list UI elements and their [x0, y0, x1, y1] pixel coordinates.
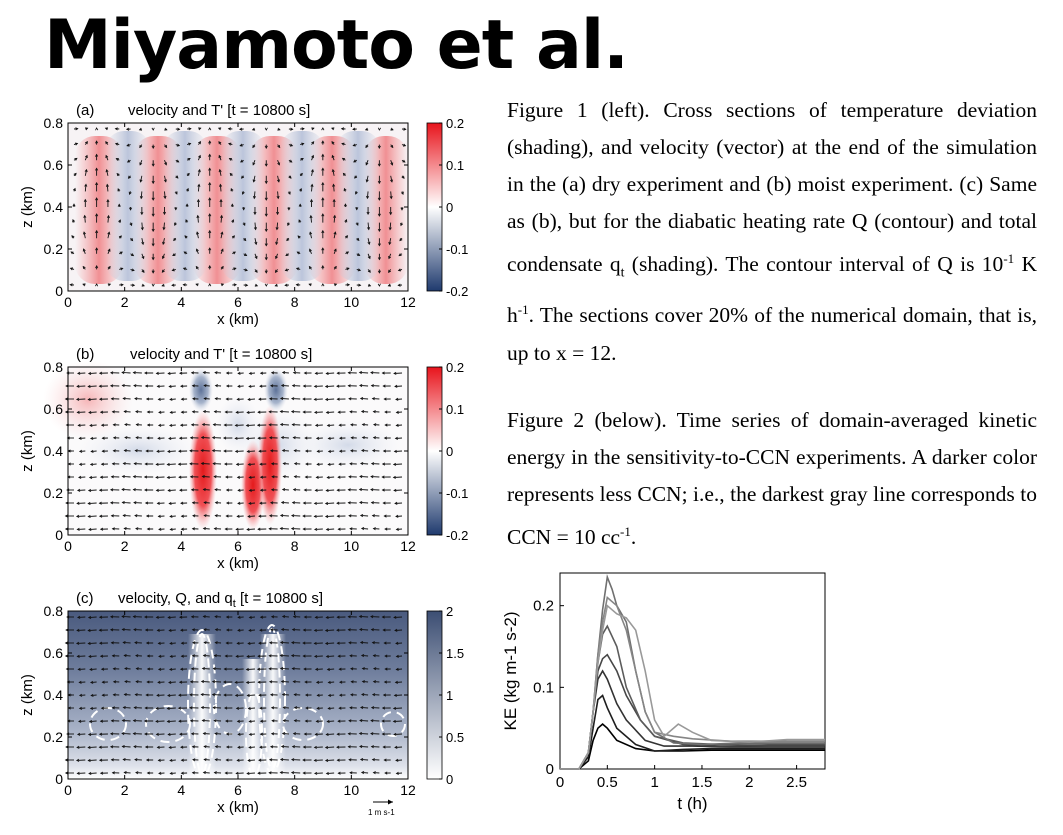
panel-label: (c) — [76, 590, 94, 607]
colorbar-tick-label: -0.1 — [446, 486, 468, 501]
x-tick-label: 0.5 — [597, 774, 618, 791]
y-tick-label: 0.4 — [44, 687, 64, 703]
x-tick-label: 0 — [64, 538, 72, 554]
y-tick-label: 0.2 — [533, 598, 554, 615]
colorbar-tick-label: -0.2 — [446, 284, 468, 299]
colorbar-tick-label: -0.2 — [446, 528, 468, 543]
y-tick-label: 0.6 — [44, 157, 64, 173]
x-tick-label: 6 — [234, 782, 242, 798]
y-tick-label: 0 — [546, 761, 554, 778]
svg-text:1 m s-1: 1 m s-1 — [368, 808, 395, 817]
x-tick-label: 1 — [650, 774, 658, 791]
colorbar-tick-label: -0.1 — [446, 242, 468, 257]
x-tick-label: 2 — [745, 774, 753, 791]
x-axis-label: x (km) — [217, 555, 259, 572]
colorbar-tick-label: 0.2 — [446, 116, 464, 131]
y-tick-label: 0.2 — [44, 241, 64, 257]
y-axis-label: z (km) — [19, 186, 36, 228]
panel-title: velocity and T' [t = 10800 s] — [130, 346, 312, 363]
y-tick-label: 0 — [55, 527, 63, 543]
velocity-vectors — [69, 127, 407, 287]
x-tick-label: 2 — [121, 782, 129, 798]
colorbar-tick-label: 0.1 — [446, 158, 464, 173]
velocity-vectors — [64, 371, 403, 531]
x-tick-label: 2.5 — [786, 774, 807, 791]
ke-series-line — [560, 723, 825, 770]
y-tick-label: 0.2 — [44, 485, 64, 501]
colorbar-tick-label: 0 — [446, 444, 453, 459]
y-axis-label: z (km) — [19, 674, 36, 716]
y-tick-label: 0 — [55, 771, 63, 787]
x-tick-label: 8 — [291, 538, 299, 554]
x-tick-label: 2 — [121, 294, 129, 310]
figure-panel-c: (c) velocity, Q, and qt [t = 10800 s] 0 2… — [18, 584, 478, 829]
panel-title: velocity and T' [t = 10800 s] — [128, 102, 310, 119]
x-tick-label: 12 — [400, 782, 416, 798]
y-tick-label: 0.4 — [44, 199, 64, 215]
colorbar-tick-label: 0 — [446, 772, 453, 787]
y-tick-label: 0.6 — [44, 401, 64, 417]
x-axis-label: x (km) — [217, 311, 259, 328]
slide-title: Miyamoto et al. — [44, 6, 629, 85]
y-tick-label: 0.4 — [44, 443, 64, 459]
y-axis-label: z (km) — [19, 430, 36, 472]
y-tick-label: 0.6 — [44, 645, 64, 661]
temperature-shading — [68, 123, 408, 291]
x-tick-label: 8 — [291, 782, 299, 798]
panel-axes: 0 2 4 6 8 10 12 0.8 0.6 0.4 0.2 0 x (km) z (km) — [19, 603, 416, 816]
figure-panel-b: (b) velocity and T' [t = 10800 s] 0 2 4 6 8 1… — [18, 340, 478, 580]
panel-title: velocity, Q, and qt [t = 10800 s] — [118, 590, 323, 610]
x-tick-label: 0 — [556, 774, 564, 791]
x-tick-label: 4 — [177, 782, 185, 798]
ke-series-line — [560, 694, 825, 770]
x-tick-label: 12 — [400, 294, 416, 310]
colorbar-tick-label: 0 — [446, 200, 453, 215]
y-tick-label: 0.8 — [44, 603, 64, 619]
panel-axes: 0 2 4 6 8 10 12 0.8 0.6 0.4 0.2 0 x (km) z (km) — [19, 115, 416, 328]
panel-label: (b) — [76, 346, 94, 363]
colorbar-tick-label: 0.5 — [446, 730, 464, 745]
x-tick-label: 0 — [64, 294, 72, 310]
y-tick-label: 0.2 — [44, 729, 64, 745]
x-axis-label: x (km) — [217, 799, 259, 816]
ke-series-line — [560, 604, 825, 770]
colorbar-tick-label: 1.5 — [446, 646, 464, 661]
x-tick-label: 10 — [344, 294, 360, 310]
x-tick-label: 0 — [64, 782, 72, 798]
colorbar-tick-label: 0.2 — [446, 360, 464, 375]
colorbar-tick-label: 1 — [446, 688, 453, 703]
panel-label: (a) — [76, 102, 94, 119]
kinetic-energy-chart: 0 0.5 1 1.5 2 2.5 0 0.1 0.2 t (h) KE (kg m-1 s-2) — [494, 568, 839, 822]
panel-axes: 0 2 4 6 8 10 12 0.8 0.6 0.4 0.2 0 x (km) z (km) — [19, 359, 416, 572]
colorbar-tick-label: 0.1 — [446, 402, 464, 417]
x-tick-label: 2 — [121, 538, 129, 554]
plot-area — [559, 572, 826, 770]
colorbar-tick-label: 2 — [446, 604, 453, 619]
figure2-caption: Figure 2 (below). Time series of domain-… — [507, 408, 1037, 550]
x-tick-label: 8 — [291, 294, 299, 310]
x-tick-label: 1.5 — [692, 774, 713, 791]
x-tick-label: 6 — [234, 538, 242, 554]
x-tick-label: 4 — [177, 538, 185, 554]
y-axis-label: KE (kg m-1 s-2) — [501, 611, 520, 730]
x-tick-label: 6 — [234, 294, 242, 310]
x-tick-label: 10 — [344, 782, 360, 798]
vector-key: 1 m s-1 — [368, 799, 395, 817]
x-tick-label: 10 — [344, 538, 360, 554]
x-tick-label: 12 — [400, 538, 416, 554]
y-tick-label: 0.8 — [44, 115, 64, 131]
x-axis-label: t (h) — [677, 794, 707, 813]
figure1-caption: Figure 1 (left). Cross sections of tempe… — [507, 98, 1038, 365]
y-tick-label: 0.1 — [533, 679, 554, 696]
x-tick-label: 4 — [177, 294, 185, 310]
y-tick-label: 0.8 — [44, 359, 64, 375]
figure-panel-a: (a) velocity and T' [t = 10800 s] 0 2 4 6 8 1… — [18, 96, 478, 336]
y-tick-label: 0 — [55, 283, 63, 299]
